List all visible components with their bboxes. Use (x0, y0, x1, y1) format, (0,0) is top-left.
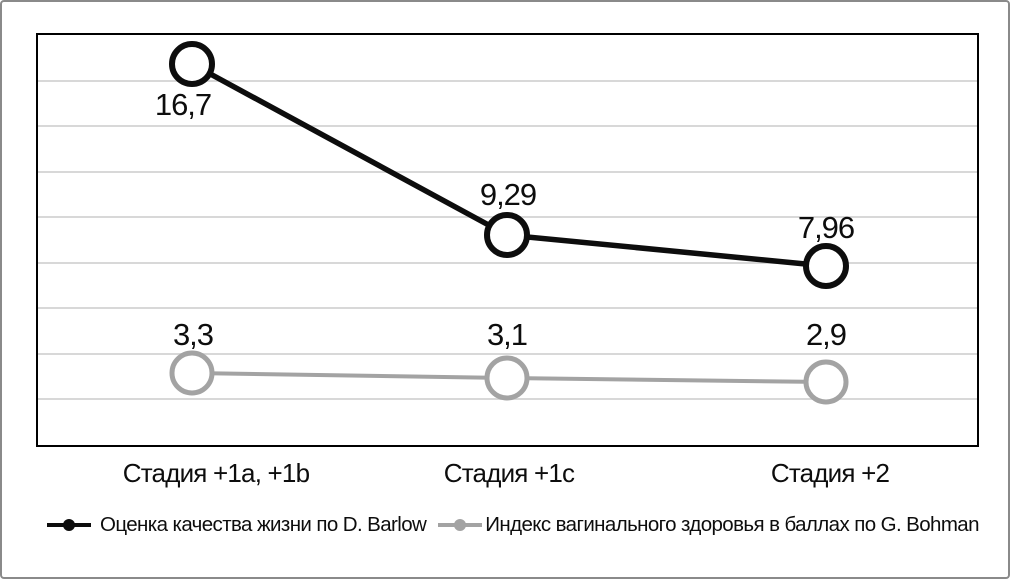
data-label-bohman-3: 2,9 (805, 317, 847, 352)
bohman-series-marker (803, 359, 849, 405)
plot-area (36, 33, 979, 447)
barlow-series-marker (484, 212, 530, 258)
gridline (38, 125, 977, 128)
barlow-series-marker (803, 243, 849, 289)
x-axis-label-stage-1ab: Стадия +1a, +1b (122, 458, 310, 488)
gridline (38, 261, 977, 264)
gridline (38, 352, 977, 355)
bohman-series-marker (484, 355, 530, 401)
data-label-bohman-1: 3,3 (172, 317, 214, 352)
data-label-bohman-2: 3,1 (486, 317, 528, 352)
legend-label-barlow: Оценка качества жизни по D. Barlow (100, 513, 427, 536)
gridline (38, 79, 977, 82)
barlow-legend-dot-icon (63, 519, 75, 531)
barlow-legend-marker-icon (47, 519, 91, 531)
bohman-legend-dot-icon (454, 519, 467, 531)
x-axis-label-stage-2: Стадия +2 (770, 458, 890, 488)
series-canvas (169, 41, 849, 405)
bohman-series-marker (169, 350, 215, 396)
bohman-legend-marker-icon (438, 519, 483, 531)
legend-item-bohman: Индекс вагинального здоровья в баллах по… (438, 513, 980, 537)
data-label-barlow-2: 9,29 (479, 177, 537, 212)
x-axis-label-stage-1c: Стадия +1c (443, 458, 575, 488)
data-label-barlow-1: 16,7 (154, 87, 212, 122)
barlow-series-marker (169, 41, 215, 87)
legend-label-bohman: Индекс вагинального здоровья в баллах по… (485, 513, 979, 536)
legend: Оценка качества жизни по D. Barlow Индек… (47, 513, 980, 537)
gridline (38, 307, 977, 310)
legend-item-barlow: Оценка качества жизни по D. Barlow (47, 513, 427, 537)
gridline (38, 170, 977, 173)
data-label-barlow-3: 7,96 (797, 210, 855, 245)
